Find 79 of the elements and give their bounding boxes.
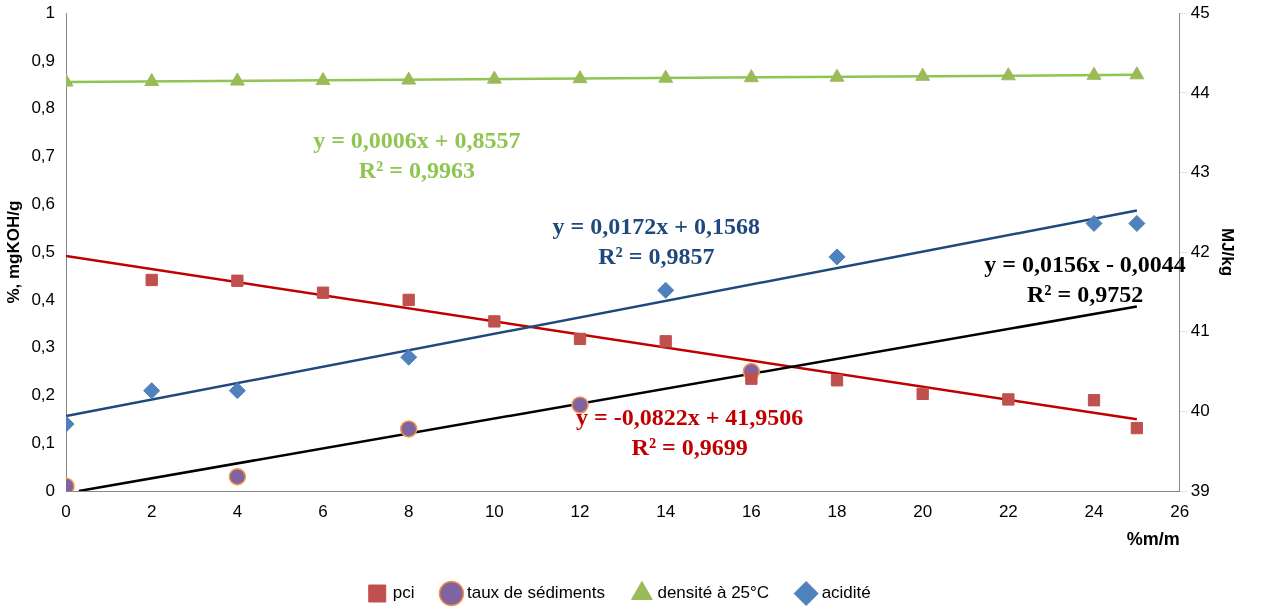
legend-label: pci [392, 583, 415, 603]
point [571, 396, 589, 414]
x-axis-title: %m/m [1126, 529, 1180, 550]
x-tick-label: 26 [1170, 501, 1190, 521]
x-tick-label: 2 [146, 501, 157, 521]
x-tick-label: 16 [741, 501, 761, 521]
legend-label: taux de sédiments [466, 583, 605, 603]
y2-tick-label: 40 [1190, 401, 1210, 421]
point [658, 69, 674, 83]
point [399, 420, 418, 438]
y-axis-title: %, mgKOH/g [3, 200, 23, 304]
point [228, 382, 246, 400]
y-tick-label: 0,5 [31, 241, 56, 261]
point [231, 274, 244, 287]
y-tick-label: 1 [45, 2, 56, 22]
annotation: y = -0,0822x + 41,9506 R² = 0,9699 [576, 403, 804, 460]
annotation: y = 0,0172x + 0,1568 R² = 0,9857 [552, 212, 760, 269]
point [1130, 421, 1144, 435]
y2-tick-label: 39 [1190, 480, 1210, 500]
point [745, 372, 758, 385]
legend-label: densité à 25°C [657, 583, 770, 603]
x-tick-label: 14 [656, 501, 676, 521]
y2-tick-label: 45 [1190, 2, 1210, 22]
point [400, 348, 418, 366]
point [145, 273, 158, 287]
point [573, 332, 587, 346]
point [1129, 66, 1145, 80]
point [144, 73, 160, 87]
y2-tick-label: 42 [1190, 241, 1210, 261]
x-tick-label: 22 [998, 501, 1018, 521]
point [143, 382, 161, 400]
point [1085, 214, 1103, 232]
y-tick-label: 0,2 [31, 385, 56, 405]
point [228, 467, 247, 486]
point [315, 72, 331, 86]
point [572, 70, 588, 84]
x-tick-label: 6 [318, 501, 328, 521]
annotation: y = 0,0006x + 0,8557 R² = 0,9963 [313, 126, 521, 183]
point [488, 315, 501, 328]
point [1000, 67, 1016, 81]
point [402, 293, 415, 307]
y-tick-label: 0,8 [31, 98, 56, 118]
point [657, 281, 675, 299]
point [1086, 66, 1102, 80]
point [316, 286, 330, 299]
x-tick-label: 10 [484, 501, 504, 521]
y-tick-label: 0,6 [31, 194, 56, 214]
x-tick-label: 24 [1084, 501, 1104, 521]
x-tick-label: 12 [570, 501, 590, 521]
point [916, 387, 929, 400]
point [401, 71, 417, 85]
y2-tick-label: 44 [1190, 82, 1210, 102]
y-tick-label: 0,1 [31, 432, 56, 452]
annotation: y = 0,0156x - 0,0044 R² = 0,9752 [984, 250, 1186, 307]
point [828, 248, 846, 266]
y-tick-label: 0 [45, 480, 56, 500]
point [1002, 393, 1015, 406]
y2-tick-label: 43 [1190, 162, 1210, 182]
x-tick-label: 0 [61, 501, 71, 521]
point [486, 70, 502, 84]
y-tick-label: 0,4 [31, 289, 56, 309]
y-tick-label: 0,3 [31, 337, 56, 357]
point [830, 374, 844, 387]
point [743, 69, 759, 83]
x-tick-label: 20 [913, 501, 933, 521]
point [229, 72, 245, 86]
y2-tick-label: 41 [1190, 321, 1210, 341]
point [659, 335, 672, 348]
y-tick-label: 0,9 [31, 50, 56, 70]
point [1087, 394, 1101, 407]
y-tick-label: 0,7 [31, 146, 56, 166]
x-tick-label: 8 [403, 501, 414, 521]
point [1128, 214, 1146, 232]
point [915, 67, 931, 81]
point [829, 68, 845, 82]
y2-axis-title: MJ/kg [1218, 228, 1238, 277]
legend-label: acidité [821, 583, 871, 603]
x-tick-label: 18 [827, 501, 847, 521]
x-tick-label: 4 [232, 501, 243, 521]
